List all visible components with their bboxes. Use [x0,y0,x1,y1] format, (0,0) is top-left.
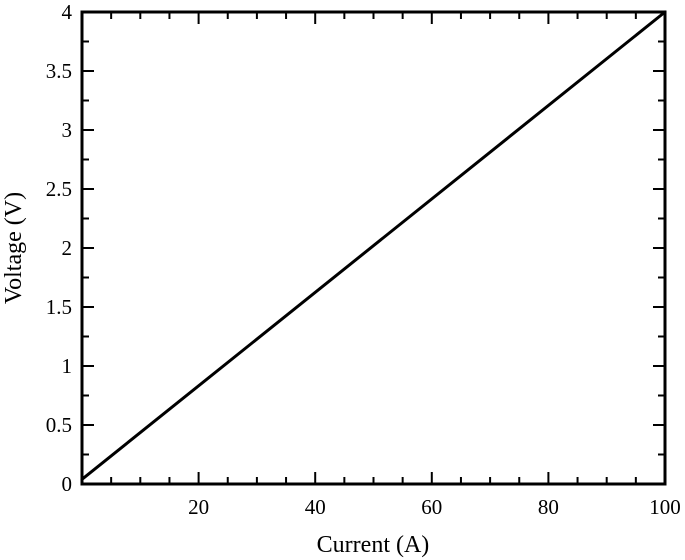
x-tick-label: 80 [538,495,559,519]
y-tick-label: 1 [62,354,73,378]
y-tick-label: 4 [62,0,73,24]
series-line [80,10,667,481]
y-tick-label: 0 [62,472,73,496]
y-axis-label: Voltage (V) [1,192,27,304]
x-axis-label: Current (A) [317,532,430,558]
y-tick-label: 0.5 [46,413,72,437]
x-tick-label: 20 [188,495,209,519]
series-layer [80,10,667,481]
y-tick-label: 3 [62,118,73,142]
y-tick-label: 3.5 [46,59,72,83]
tick-labels: 20 40 60 80 100 0 0.5 1 1.5 2 2.5 3 3.5 4 [46,0,681,519]
y-tick-label: 1.5 [46,295,72,319]
x-tick-label: 40 [305,495,326,519]
y-tick-label: 2 [62,236,73,260]
y-tick-label: 2.5 [46,177,72,201]
x-tick-label: 100 [649,495,681,519]
plot-frame [80,10,667,486]
x-tick-label: 60 [421,495,442,519]
